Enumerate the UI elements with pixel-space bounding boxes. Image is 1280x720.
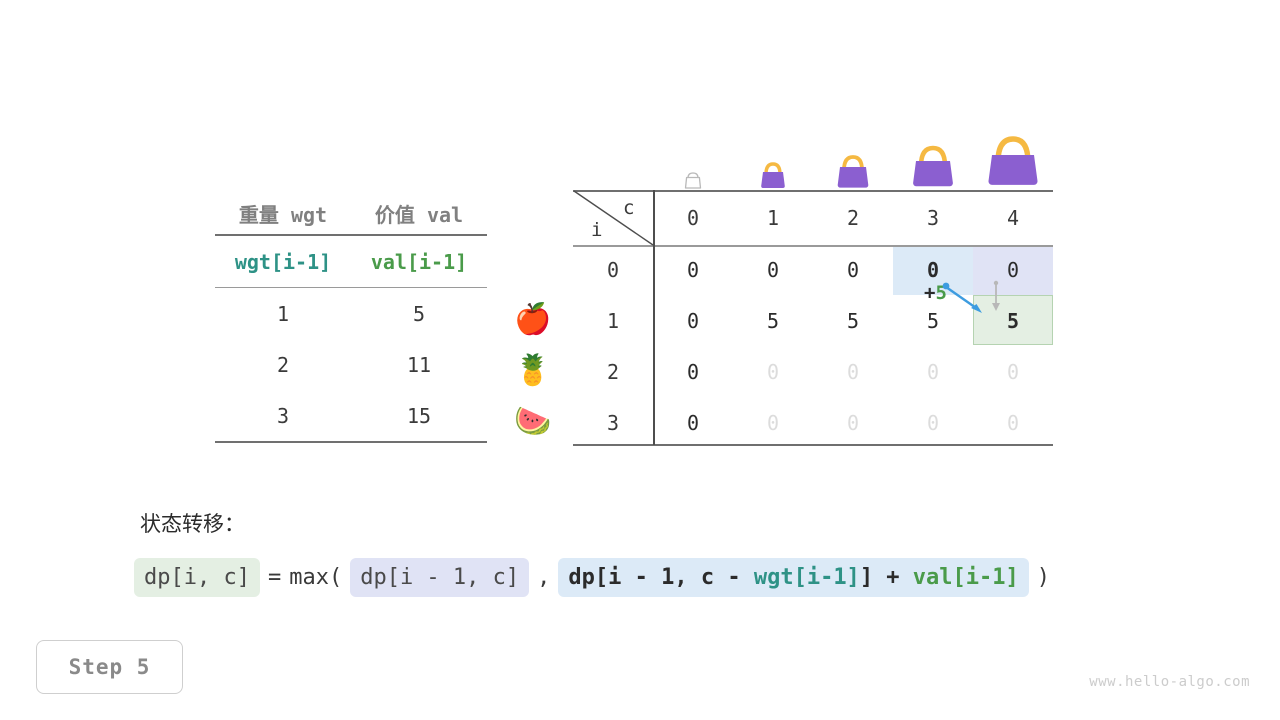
item-table-row: 3 15 xyxy=(215,390,487,443)
dp-col-header-3: 3 xyxy=(926,206,940,230)
corner-diagonal-icon xyxy=(573,190,654,246)
highlight-cell-purple xyxy=(973,246,1053,295)
dp-table-top-rule xyxy=(573,190,1053,192)
dp-row-header-1: 1 xyxy=(606,309,620,333)
dp-cell-1-3: 5 xyxy=(926,309,940,333)
item-wgt-1: 1 xyxy=(276,301,290,326)
diagonal-arrow-line xyxy=(945,286,980,311)
item-table: 重量 wgt 价值 val wgt[i-1] val[i-1] 1 5 2 11… xyxy=(215,192,487,443)
item-table-header-wgt: 重量 wgt xyxy=(238,202,328,227)
bag-icon-capacity-4 xyxy=(973,126,1053,190)
item-var-val: val[i-1] xyxy=(351,235,487,288)
dp-cell-0-1: 0 xyxy=(766,258,780,282)
formula-option-a: dp[i - 1, c] xyxy=(350,558,530,597)
dp-row-header-3: 3 xyxy=(606,411,620,435)
plus-value: 5 xyxy=(935,282,947,304)
apple-icon: 🍎 xyxy=(514,302,552,337)
item-wgt-2: 2 xyxy=(276,352,290,377)
dp-table: i c 0 1 2 3 4 0 1 2 3 0 0 0 0 0 0 5 5 5 … xyxy=(573,190,1053,446)
dp-cell-3-4: 0 xyxy=(1006,411,1020,435)
bag-icon-capacity-2 xyxy=(813,146,893,190)
dp-cell-3-3: 0 xyxy=(926,411,940,435)
dp-cell-3-1: 0 xyxy=(766,411,780,435)
dp-cell-2-0: 0 xyxy=(686,360,700,384)
bag-icon xyxy=(684,172,702,189)
state-transition-label: 状态转移： xyxy=(140,512,245,536)
bag-icon xyxy=(761,162,785,188)
watermark: www.hello-algo.com xyxy=(1089,674,1250,690)
dp-cell-0-0: 0 xyxy=(686,258,700,282)
dp-col-header-0: 0 xyxy=(686,206,700,230)
bag-icon-capacity-0 xyxy=(653,168,733,190)
dp-cell-0-4: 0 xyxy=(1006,258,1020,282)
dp-row-header-2: 2 xyxy=(606,360,620,384)
dp-cell-0-2: 0 xyxy=(846,258,860,282)
dp-col-header-1: 1 xyxy=(766,206,780,230)
dp-cell-2-3: 0 xyxy=(926,360,940,384)
fruit-column: 🍎 🍍 🍉 xyxy=(505,294,561,447)
formula-option-b-wgt: wgt[i-1] xyxy=(753,565,860,590)
dp-cell-3-2: 0 xyxy=(846,411,860,435)
bag-capacity-row xyxy=(653,120,1053,190)
item-table-grid: 重量 wgt 价值 val wgt[i-1] val[i-1] 1 5 2 11… xyxy=(215,192,487,443)
dp-cell-1-4: 5 xyxy=(1006,309,1020,333)
bag-icon xyxy=(988,136,1038,185)
formula-equals: = xyxy=(267,565,282,590)
formula-max-open: max( xyxy=(289,565,343,590)
dp-col-header-2: 2 xyxy=(846,206,860,230)
state-transition-formula: dp[i, c] = max( dp[i - 1, c] , dp[i - 1,… xyxy=(134,558,1058,597)
formula-target: dp[i, c] xyxy=(134,558,260,597)
step-badge: Step 5 xyxy=(36,640,183,694)
pineapple-icon: 🍍 xyxy=(514,353,552,388)
item-table-row: 1 5 xyxy=(215,288,487,340)
dp-cell-2-4: 0 xyxy=(1006,360,1020,384)
item-var-wgt: wgt[i-1] xyxy=(215,235,351,288)
vertical-arrow-origin-dot xyxy=(993,280,999,286)
item-table-row: 2 11 xyxy=(215,339,487,390)
item-val-3: 15 xyxy=(351,390,487,443)
dp-col-header-4: 4 xyxy=(1006,206,1020,230)
dp-row-header-0: 0 xyxy=(606,258,620,282)
formula-option-b: dp[i - 1, c - wgt[i-1]] + val[i-1] xyxy=(558,558,1029,597)
formula-option-b-val: val[i-1] xyxy=(912,565,1019,590)
dp-cell-2-2: 0 xyxy=(846,360,860,384)
plus-five-annotation: +5 xyxy=(924,282,947,304)
formula-option-b-mid: ] + xyxy=(859,565,913,590)
step-badge-label: Step 5 xyxy=(68,655,151,679)
bag-icon-capacity-3 xyxy=(893,136,973,190)
dp-table-vertical-rule xyxy=(653,190,655,445)
vertical-arrow-head xyxy=(992,303,1000,311)
item-table-header-row: 重量 wgt 价值 val xyxy=(215,192,487,235)
diagonal-arrow-head xyxy=(971,304,982,313)
watermelon-icon: 🍉 xyxy=(514,404,552,439)
dp-cell-1-2: 5 xyxy=(846,309,860,333)
item-table-var-row: wgt[i-1] val[i-1] xyxy=(215,235,487,288)
plus-sign: + xyxy=(924,282,936,304)
item-table-header-val: 价值 val xyxy=(374,202,464,227)
formula-close-paren: ) xyxy=(1036,565,1051,590)
transition-arrows xyxy=(942,280,1000,313)
dp-cell-2-1: 0 xyxy=(766,360,780,384)
dp-row-axis-label: i xyxy=(591,219,603,241)
bag-icon-capacity-1 xyxy=(733,154,813,190)
dp-table-bottom-rule xyxy=(573,444,1053,446)
bag-icon xyxy=(913,145,953,187)
item-val-2: 11 xyxy=(406,352,432,377)
formula-comma: , xyxy=(537,565,551,590)
dp-cell-3-0: 0 xyxy=(686,411,700,435)
dp-cell-1-1: 5 xyxy=(766,309,780,333)
item-val-1: 5 xyxy=(412,301,426,326)
dp-table-header-rule xyxy=(573,245,1053,247)
highlight-cell-green xyxy=(973,295,1053,345)
dp-cell-0-3: 0 xyxy=(926,258,940,282)
bag-icon xyxy=(837,155,869,188)
dp-cell-1-0: 0 xyxy=(686,309,700,333)
dp-col-axis-label: c xyxy=(623,197,635,219)
highlight-cell-blue xyxy=(893,246,973,295)
formula-option-b-pre: dp[i - 1, c - xyxy=(568,565,754,590)
item-wgt-3: 3 xyxy=(215,390,351,443)
